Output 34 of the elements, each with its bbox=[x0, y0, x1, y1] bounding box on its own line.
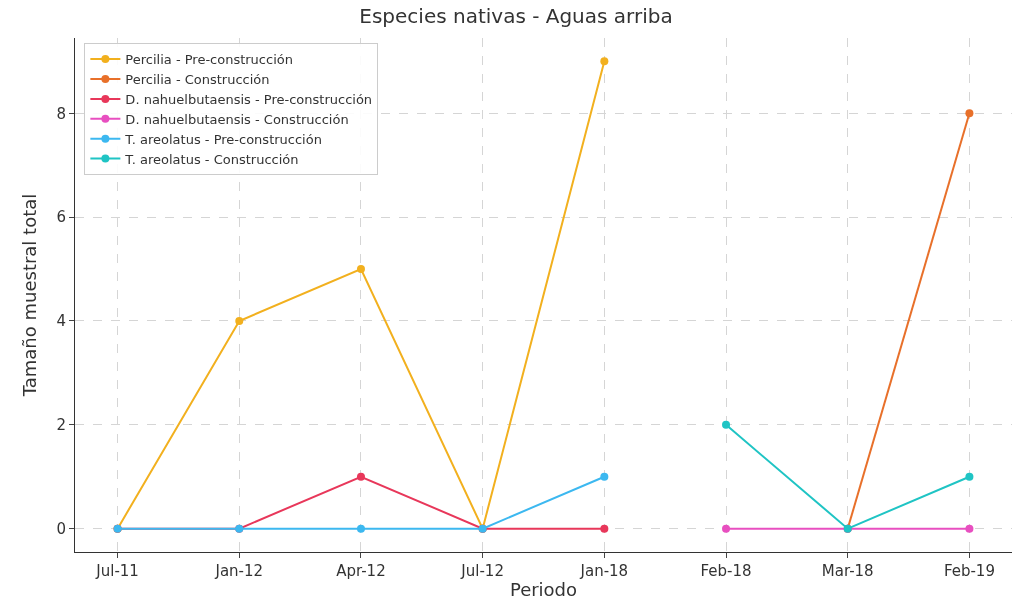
y-tick-label: 0 bbox=[56, 519, 66, 538]
x-tick-label: Jul-11 bbox=[95, 562, 139, 580]
y-tick-label: 8 bbox=[56, 104, 66, 123]
y-axis-title: Tamaño muestral total bbox=[18, 193, 40, 398]
point bbox=[600, 524, 609, 533]
point bbox=[356, 265, 365, 274]
x-tick-label: Jul-12 bbox=[460, 562, 504, 580]
legend-label: Percilia - Construcción bbox=[125, 72, 270, 88]
legend-label: T. areolatus - Pre-construcción bbox=[124, 131, 322, 147]
y-tick-label: 2 bbox=[56, 416, 66, 435]
point bbox=[235, 316, 244, 325]
x-tick-label: Feb-19 bbox=[943, 562, 995, 580]
y-tick-label: 6 bbox=[56, 208, 66, 227]
x-tick-label: Apr-12 bbox=[336, 562, 386, 580]
point bbox=[722, 420, 731, 429]
x-tick-label: Jan-12 bbox=[214, 562, 264, 580]
point bbox=[965, 472, 974, 481]
legend-label: Percilia - Pre-construcción bbox=[125, 52, 293, 68]
point bbox=[600, 472, 609, 481]
point bbox=[356, 524, 365, 533]
point bbox=[356, 472, 365, 481]
x-tick-label: Mar-18 bbox=[821, 562, 874, 580]
legend-label: D. nahuelbutaensis - Construcción bbox=[125, 111, 349, 127]
legend-label: T. areolatus - Construcción bbox=[124, 151, 299, 167]
point bbox=[965, 524, 974, 533]
point bbox=[965, 109, 974, 118]
point bbox=[722, 524, 731, 533]
legend-label: D. nahuelbutaensis - Pre-construcción bbox=[125, 91, 373, 107]
x-tick-label: Feb-18 bbox=[700, 562, 752, 580]
x-tick-label: Jan-18 bbox=[579, 562, 629, 580]
point bbox=[600, 57, 609, 66]
x-axis-title: Periodo bbox=[509, 579, 578, 601]
y-tick-label: 4 bbox=[56, 312, 66, 331]
chart-title: Especies nativas - Aguas arriba bbox=[359, 4, 673, 29]
